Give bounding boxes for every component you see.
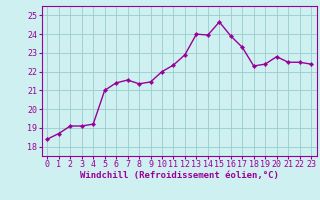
X-axis label: Windchill (Refroidissement éolien,°C): Windchill (Refroidissement éolien,°C)	[80, 171, 279, 180]
